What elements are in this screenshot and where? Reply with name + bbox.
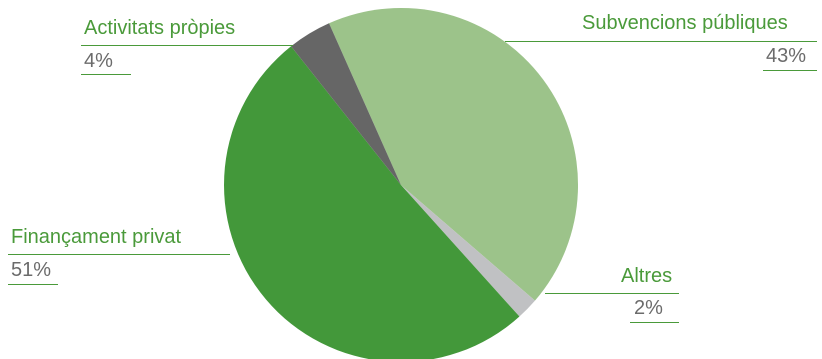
value-activitats-propies: 4% (84, 50, 113, 72)
leader-line-activitats (81, 45, 293, 46)
underline-subvencions (763, 70, 817, 71)
pie-slice-financament-privat (224, 46, 520, 359)
label-financament-privat: Finançament privat (11, 226, 182, 248)
pie-slices (224, 7, 579, 359)
label-activitats-propies: Activitats pròpies (84, 17, 236, 39)
leader-line-financament (8, 254, 230, 255)
underline-altres (630, 322, 679, 323)
pie-slice-subvencions-publiques (329, 7, 579, 301)
value-subvencions-publiques: 43% (766, 45, 807, 67)
underline-financament (8, 284, 58, 285)
leader-line-altres (545, 293, 679, 294)
pie-slice-activitats-propies (291, 23, 401, 185)
label-altres: Altres (621, 265, 673, 287)
pie-slice-altres (401, 185, 535, 317)
label-subvencions-publiques: Subvencions públiques (582, 12, 788, 34)
value-financament-privat: 51% (11, 259, 52, 281)
value-altres: 2% (634, 297, 663, 319)
underline-activitats (81, 74, 131, 75)
leader-line-subvencions (505, 41, 817, 42)
